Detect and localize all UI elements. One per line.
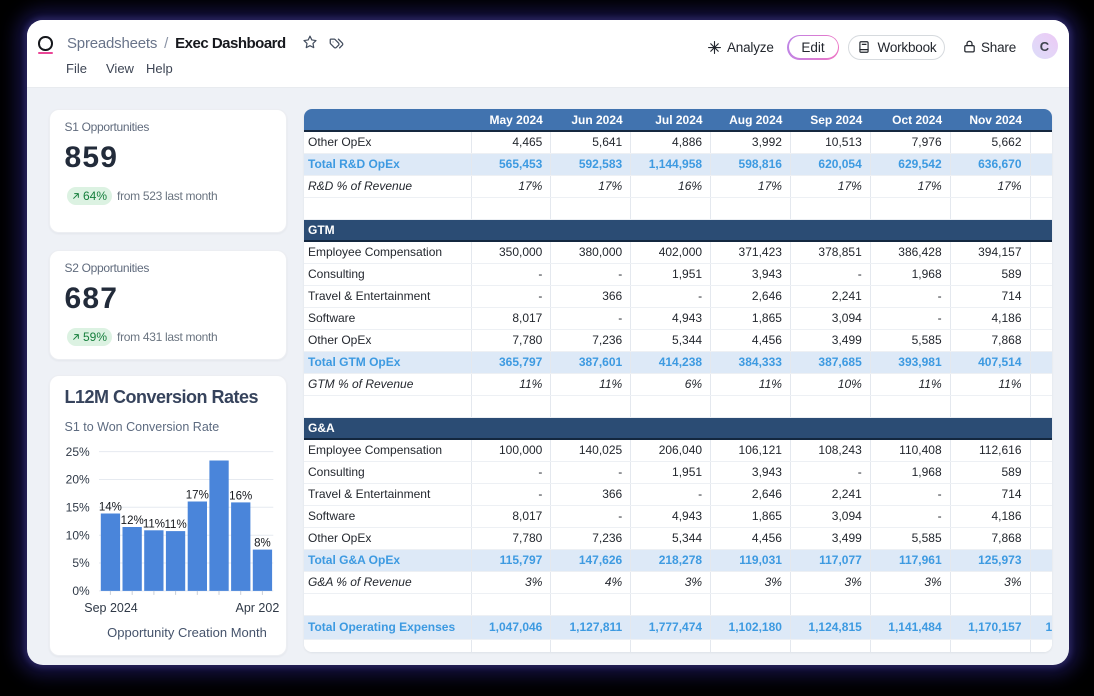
svg-text:20%: 20% [65,473,89,487]
svg-text:8%: 8% [254,538,271,550]
svg-text:Apr 202: Apr 202 [235,601,279,615]
svg-text:17%: 17% [185,490,208,502]
svg-text:12%: 12% [120,515,143,527]
svg-text:14%: 14% [98,502,121,514]
svg-text:0%: 0% [72,584,90,598]
svg-text:15%: 15% [65,501,89,515]
svg-text:Opportunity Creation Month: Opportunity Creation Month [107,625,267,640]
svg-text:16%: 16% [229,490,252,502]
svg-text:10%: 10% [65,528,89,542]
svg-text:11%: 11% [164,519,186,531]
svg-text:5%: 5% [72,556,90,570]
svg-text:11%: 11% [142,518,164,530]
svg-text:Sep 2024: Sep 2024 [84,601,138,615]
svg-text:25%: 25% [65,445,89,459]
